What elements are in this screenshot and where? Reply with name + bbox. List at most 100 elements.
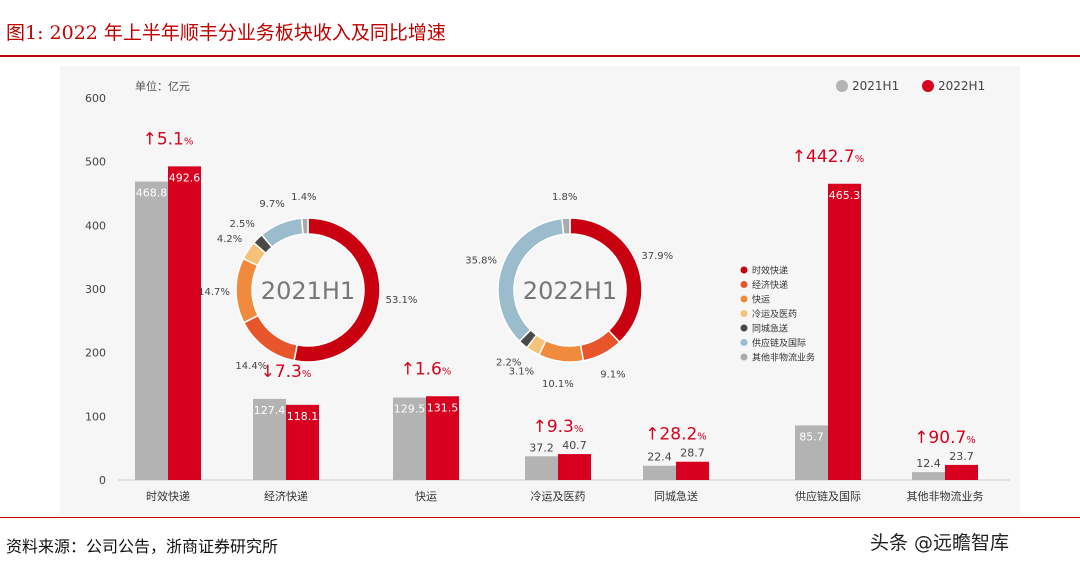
y-tick-label: 500: [85, 156, 106, 169]
y-tick-label: 400: [85, 219, 106, 232]
legend-marker: [740, 266, 748, 274]
data-label-2021h1: 468.8: [136, 187, 168, 200]
category-label: 其他非物流业务: [907, 489, 984, 503]
donut-slice: [300, 217, 309, 236]
data-label-2021h1: 129.5: [394, 403, 426, 416]
donut-center-label: 2022H1: [523, 277, 617, 305]
growth-label: ↑28.2%: [645, 425, 707, 445]
bar-2021h1: [643, 465, 676, 480]
donut-center-label: 2021H1: [261, 277, 355, 305]
legend-label: 其他非物流业务: [752, 352, 815, 364]
bar-2021h1: [253, 398, 286, 480]
legend-marker: [740, 324, 748, 332]
data-label-2022h1: 118.1: [287, 410, 319, 423]
slice-label: 2.5%: [229, 219, 254, 230]
growth-label: ↑90.7%: [914, 428, 976, 448]
slice-label: 1.8%: [552, 192, 577, 203]
legend-label: 经济快递: [752, 279, 788, 291]
data-label-2021h1: 127.4: [254, 404, 286, 417]
slice-label: 3.1%: [509, 366, 534, 377]
growth-label: ↑1.6%: [401, 359, 452, 379]
category-label: 快运: [415, 490, 437, 503]
y-tick-label: 0: [99, 474, 106, 487]
donut-slice: [537, 339, 585, 363]
legend-label: 快运: [752, 294, 770, 306]
legend-marker: [740, 339, 748, 346]
data-label-2021h1: 22.4: [647, 451, 672, 464]
data-label-2021h1: 37.2: [529, 441, 554, 454]
slice-label: 10.1%: [542, 379, 574, 390]
legend-label: 同城急送: [752, 323, 788, 335]
bar-2022h1: [558, 454, 591, 480]
growth-unit: %: [442, 366, 452, 377]
donut-slice: [242, 314, 299, 362]
category-label: 时效快递: [146, 489, 190, 503]
legend-label: 供应链及国际: [752, 337, 806, 349]
legend-label: 2021H1: [852, 79, 899, 93]
legend-marker: [740, 310, 748, 317]
slice-label: 37.9%: [641, 251, 673, 262]
growth-unit: %: [855, 154, 865, 165]
bar-2021h1: [135, 181, 168, 480]
footer-divider: [0, 517, 1080, 518]
bar-2022h1: [828, 183, 861, 480]
figure-title: 图1: 2022 年上半年顺丰分业务板块收入及同比增速: [6, 22, 446, 44]
y-tick-label: 600: [85, 92, 106, 105]
growth-label: ↑442.7%: [792, 147, 864, 167]
slice-label: 9.1%: [600, 370, 625, 381]
title-divider: [0, 55, 1080, 57]
unit-label: 单位：亿元: [135, 79, 190, 93]
legend-label: 2022H1: [938, 79, 985, 93]
data-label-2021h1: 85.7: [799, 430, 824, 443]
legend-marker: [740, 353, 748, 361]
data-label-2021h1: 12.4: [916, 457, 941, 470]
growth-unit: %: [574, 424, 584, 435]
slice-label: 1.4%: [291, 192, 316, 203]
legend-label: 时效快递: [752, 265, 788, 277]
data-label-2022h1: 465.3: [829, 189, 861, 202]
slice-label: 53.1%: [386, 295, 418, 306]
bar-2022h1: [168, 166, 201, 481]
legend-marker: [922, 80, 934, 92]
growth-unit: %: [966, 435, 976, 446]
bar-2022h1: [426, 396, 459, 480]
bar-2022h1: [676, 461, 709, 480]
category-label: 冷运及医药: [531, 490, 586, 503]
category-label: 供应链及国际: [795, 489, 861, 503]
slice-label: 35.8%: [465, 255, 497, 266]
y-tick-label: 200: [85, 347, 106, 360]
slice-label: 9.7%: [259, 199, 284, 210]
source-note: 资料来源：公司公告，浙商证券研究所: [6, 537, 279, 556]
growth-label: ↑5.1%: [143, 129, 194, 149]
donut-slice: [561, 217, 571, 236]
data-label-2022h1: 40.7: [562, 439, 587, 452]
slice-label: 4.2%: [217, 234, 242, 245]
growth-label: ↓7.3%: [261, 362, 312, 382]
bar-2022h1: [286, 404, 319, 480]
donut-slice: [579, 329, 621, 362]
data-label-2022h1: 23.7: [949, 450, 974, 463]
slice-label: 14.4%: [235, 361, 267, 372]
category-label: 同城急送: [654, 489, 698, 503]
bar-2021h1: [795, 425, 828, 480]
data-label-2022h1: 492.6: [169, 171, 201, 184]
donut-slice: [235, 257, 260, 324]
growth-label: ↑9.3%: [533, 417, 584, 437]
y-tick-label: 100: [85, 410, 106, 423]
watermark: 头条 @远瞻智库: [870, 532, 1010, 554]
slice-label: 2.2%: [496, 357, 521, 368]
legend-marker: [740, 281, 748, 288]
bar-2021h1: [525, 456, 558, 480]
slice-label: 14.7%: [198, 287, 230, 298]
growth-unit: %: [184, 136, 194, 147]
data-label-2022h1: 131.5: [427, 401, 459, 414]
growth-unit: %: [697, 432, 707, 443]
bar-2022h1: [945, 464, 978, 480]
growth-unit: %: [302, 369, 312, 380]
legend-marker: [740, 295, 748, 303]
data-label-2022h1: 28.7: [680, 447, 705, 460]
legend-label: 冷运及医药: [752, 308, 797, 320]
bar-2021h1: [393, 397, 426, 480]
donut-slice: [260, 217, 304, 249]
